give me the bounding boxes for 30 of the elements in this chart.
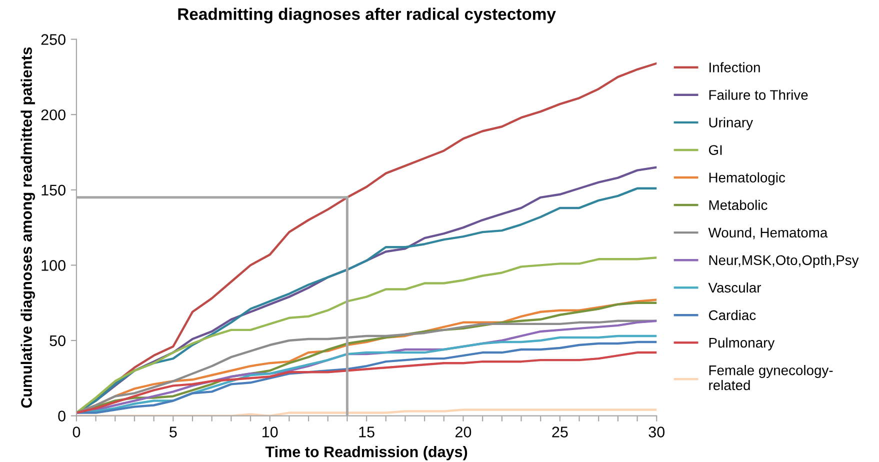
y-tick-label: 100	[42, 260, 66, 271]
legend-label: GI	[708, 145, 722, 155]
x-tick-label: 20	[456, 426, 472, 438]
legend-label: Cardiac	[708, 310, 756, 320]
x-tick-label: 5	[170, 426, 177, 438]
x-tick-label: 30	[648, 426, 665, 438]
y-tick-label: 250	[41, 34, 66, 45]
y-axis-title: Cumulative diagnoses among readmitted patients	[20, 47, 36, 408]
line-series	[76, 256, 657, 414]
x-tick-label: 15	[359, 426, 374, 438]
y-tick-label: 50	[50, 335, 66, 346]
x-tick-label: 0	[72, 426, 80, 438]
legend-label: Metabolic	[709, 200, 768, 210]
legend-label: Female gynecology- related	[709, 365, 833, 390]
legend-label: Neur,MSK,Oto,Opth,Psy	[709, 254, 859, 268]
legend-label: Infection	[710, 62, 760, 72]
x-tick-label: 25	[552, 426, 568, 438]
y-tick-label: 150	[42, 184, 66, 196]
chart-title: Readmitting diagnoses after radical cystectomy	[178, 8, 556, 24]
legend-label: Vascular	[708, 282, 762, 293]
legend-label: Hematologic	[709, 172, 786, 186]
y-tick-label: 0	[58, 410, 66, 422]
y-tick-label: 200	[41, 109, 66, 120]
line-series	[76, 320, 657, 414]
legend-label: Wound, Hematoma	[708, 227, 828, 240]
x-tick-label: 10	[262, 426, 278, 438]
x-axis-title: Time to Readmission (days)	[265, 446, 468, 460]
legend-label: Pulmonary	[709, 337, 775, 350]
legend-label: Urinary	[709, 117, 753, 130]
legend-label: Failure to Thrive	[709, 90, 808, 100]
